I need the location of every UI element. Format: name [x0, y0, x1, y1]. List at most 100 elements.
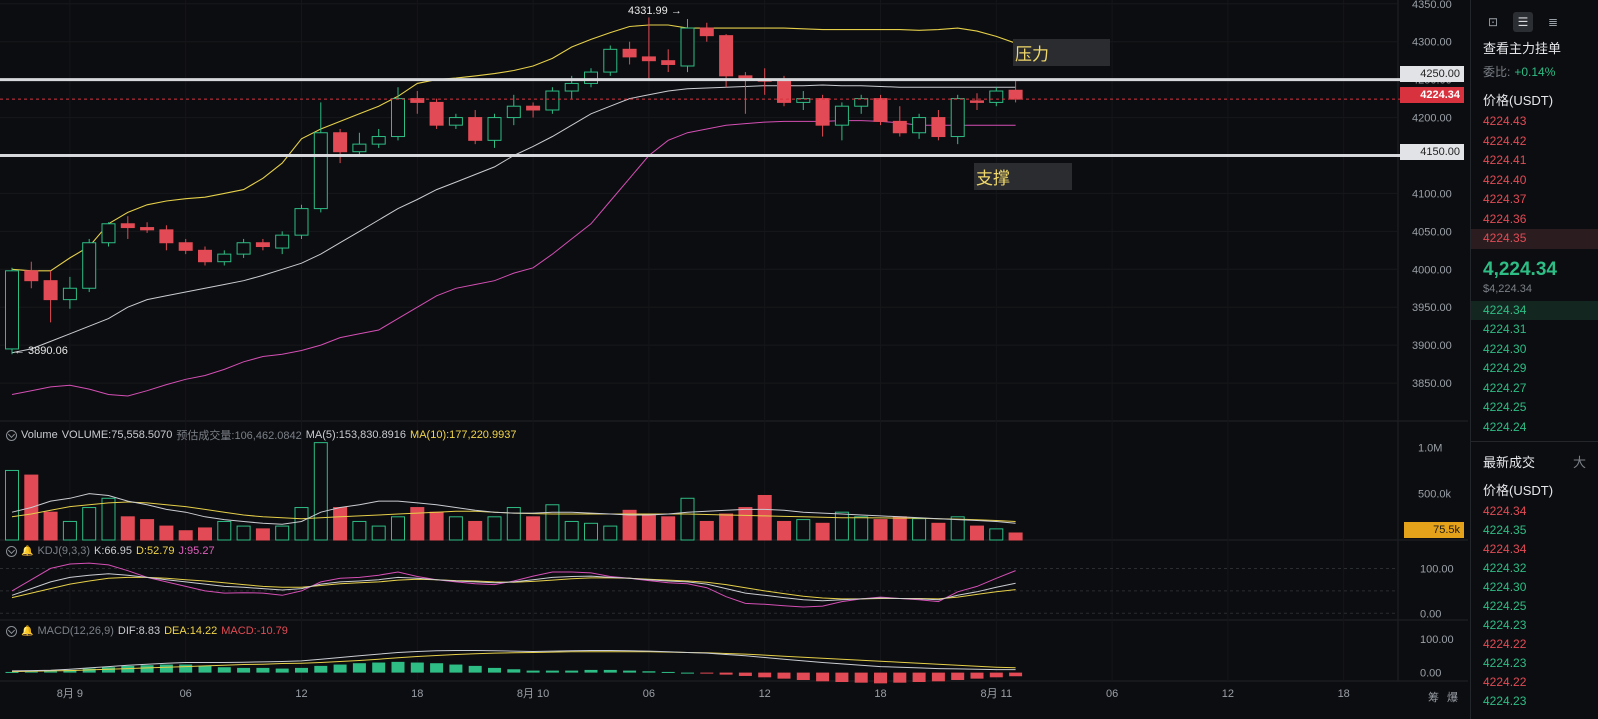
- current-price-tag: 4224.34: [1400, 87, 1464, 103]
- volume-bar: [353, 521, 366, 540]
- volume-tick-label: 500.0k: [1418, 489, 1452, 501]
- volume-bar: [758, 495, 771, 540]
- volume-bar: [585, 523, 598, 540]
- volume-bar: [874, 520, 887, 540]
- price-tick-label: 4050.00: [1412, 226, 1452, 238]
- macd-histogram-bar: [83, 669, 96, 673]
- macd-histogram-bar: [488, 668, 501, 673]
- price-tick-label: 4100.00: [1412, 188, 1452, 200]
- volume-bar: [372, 526, 385, 540]
- tab-large-trades[interactable]: 大: [1573, 452, 1586, 471]
- candle-body: [874, 99, 887, 122]
- volume-bar: [893, 517, 906, 540]
- collapse-icon[interactable]: [6, 626, 17, 637]
- resistance-axis-tag: 4250.00: [1400, 66, 1464, 82]
- panel-collapse-handle[interactable]: [1470, 312, 1471, 346]
- macd-histogram-bar: [372, 663, 385, 673]
- max-price-label: 4331.99 →: [628, 5, 682, 17]
- candle-body: [951, 99, 964, 137]
- list-icon[interactable]: ≣: [1543, 12, 1563, 32]
- split-icon[interactable]: ☰: [1513, 12, 1533, 32]
- candle-body: [855, 99, 868, 107]
- candle-body: [25, 271, 38, 281]
- ask-row[interactable]: 4224.42: [1471, 132, 1598, 152]
- ask-list: 4224.43 4224.42 4224.41 4224.40 4224.37 4224.…: [1471, 112, 1598, 249]
- bell-icon[interactable]: 🔔: [21, 626, 33, 637]
- price-tick-label: 4000.00: [1412, 264, 1452, 276]
- macd-histogram-bar: [392, 662, 405, 673]
- macd-histogram-bar: [874, 673, 887, 684]
- trade-row: 4224.22: [1471, 635, 1598, 654]
- ask-row[interactable]: 4224.43: [1471, 112, 1598, 132]
- candle-body: [932, 118, 945, 137]
- kdj-k: K:66.95: [94, 545, 132, 557]
- time-axis-label: 12: [1222, 688, 1234, 700]
- macd-histogram-bar: [816, 673, 829, 682]
- bid-row[interactable]: 4224.25: [1471, 398, 1598, 418]
- bell-icon[interactable]: 🔔: [21, 546, 33, 557]
- tab-latest-trades[interactable]: 最新成交: [1483, 452, 1535, 471]
- macd-histogram-bar: [893, 673, 906, 683]
- macd-histogram-bar: [951, 673, 964, 680]
- bid-row[interactable]: 4224.31: [1471, 320, 1598, 340]
- candle-body: [604, 49, 617, 72]
- macd-histogram-bar: [778, 673, 791, 679]
- price-tick-label: 4300.00: [1412, 37, 1452, 49]
- candle-body: [546, 91, 559, 110]
- volume-bar: [797, 520, 810, 540]
- macd-histogram-bar: [623, 671, 636, 673]
- macd-histogram-bar: [411, 663, 424, 673]
- macd-histogram-bar: [6, 672, 19, 673]
- ask-row[interactable]: 4224.36: [1471, 210, 1598, 230]
- liquidation-icon[interactable]: 爆: [1447, 689, 1458, 705]
- candle-body: [623, 49, 636, 57]
- macd-histogram-bar: [469, 666, 482, 673]
- volume-bar: [1009, 533, 1022, 540]
- candle-body: [256, 243, 269, 247]
- collapse-icon[interactable]: [6, 546, 17, 557]
- bid-row[interactable]: 4224.30: [1471, 340, 1598, 360]
- candle-body: [102, 224, 115, 243]
- volume-bar: [334, 508, 347, 540]
- support-axis-tag: 4150.00: [1400, 144, 1464, 160]
- ask-row[interactable]: 4224.37: [1471, 190, 1598, 210]
- volume-bar: [681, 498, 694, 540]
- candle-body: [83, 243, 96, 289]
- macd-histogram-bar: [218, 667, 231, 672]
- candle-body: [199, 250, 212, 261]
- volume-estimate: 预估成交量:106,462.0842: [176, 427, 301, 443]
- layout-icon[interactable]: ⊡: [1483, 12, 1503, 32]
- bid-row[interactable]: 4224.29: [1471, 359, 1598, 379]
- ask-row[interactable]: 4224.40: [1471, 171, 1598, 191]
- collapse-icon[interactable]: [6, 430, 17, 441]
- bid-row[interactable]: 4224.34: [1471, 301, 1598, 321]
- volume-bar: [392, 517, 405, 540]
- ask-row[interactable]: 4224.41: [1471, 151, 1598, 171]
- candle-body: [507, 106, 520, 117]
- macd-histogram-bar: [179, 665, 192, 673]
- volume-bar: [430, 512, 443, 540]
- candle-body: [237, 243, 250, 254]
- trade-row: 4224.32: [1471, 559, 1598, 578]
- chart-area[interactable]: 4350.00 4300.00 4250.00 4200.00 4150.00 4100.…: [0, 0, 1468, 719]
- chart-svg[interactable]: 4350.00 4300.00 4250.00 4200.00 4150.00 4100.…: [0, 0, 1468, 719]
- macd-histogram-bar: [353, 663, 366, 672]
- volume-bar: [990, 529, 1003, 540]
- time-axis-label: 8月 10: [517, 688, 549, 700]
- bid-row[interactable]: 4224.27: [1471, 379, 1598, 399]
- candle-body: [700, 28, 713, 36]
- volume-bar: [6, 470, 19, 540]
- candle-body: [488, 118, 501, 141]
- panel-title[interactable]: 查看主力挂单: [1471, 38, 1598, 57]
- kdj-j-line: [12, 563, 1016, 607]
- ask-row[interactable]: 4224.35: [1471, 229, 1598, 249]
- chip-icon[interactable]: 筹: [1428, 689, 1439, 705]
- macd-histogram-bar: [527, 671, 540, 673]
- volume-current-tag: 75.5k: [1404, 522, 1464, 538]
- macd-histogram-bar: [913, 673, 926, 682]
- macd-histogram-bar: [990, 673, 1003, 678]
- trade-row: 4224.34: [1471, 540, 1598, 559]
- bid-row[interactable]: 4224.24: [1471, 418, 1598, 438]
- trade-row: 4224.23: [1471, 616, 1598, 635]
- volume-ma10: MA(10):177,220.9937: [410, 429, 516, 441]
